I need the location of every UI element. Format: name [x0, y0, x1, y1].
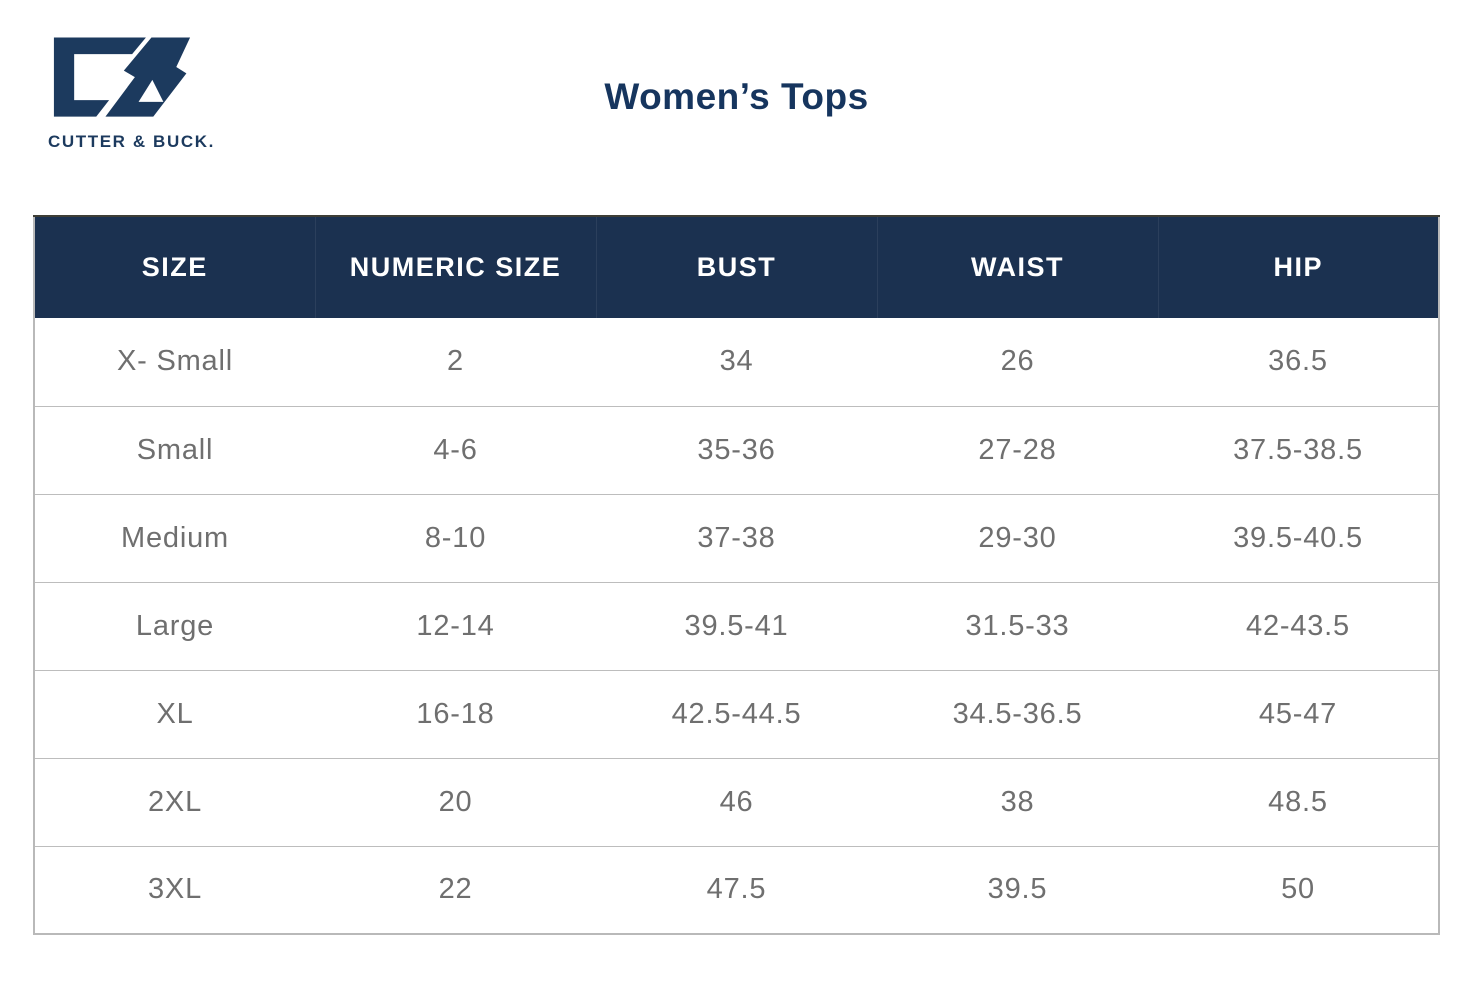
- cell-hip: 45-47: [1158, 670, 1439, 759]
- column-header-numeric-size: NUMERIC SIZE: [315, 215, 597, 318]
- cell-size: Medium: [34, 494, 315, 583]
- cell-size: XL: [34, 670, 315, 759]
- cell-size: Large: [34, 582, 315, 671]
- cell-waist: 26: [877, 318, 1158, 407]
- cell-size: Small: [34, 406, 315, 495]
- table-row-xsmall: X- Small 2 34 26 36.5: [34, 318, 1439, 407]
- cell-numeric-size: 4-6: [315, 406, 596, 495]
- cell-bust: 47.5: [596, 846, 877, 935]
- cell-hip: 39.5-40.5: [1158, 494, 1439, 583]
- cell-size: 2XL: [34, 758, 315, 847]
- cell-bust: 39.5-41: [596, 582, 877, 671]
- table-row-medium: Medium 8-10 37-38 29-30 39.5-40.5: [34, 494, 1439, 583]
- cell-size: X- Small: [34, 318, 315, 407]
- size-chart-table: SIZE NUMERIC SIZE BUST WAIST HIP X- Smal…: [33, 215, 1440, 935]
- table-body: X- Small 2 34 26 36.5 Small 4-6 35-36 27…: [34, 318, 1439, 935]
- cutter-buck-logo: CUTTER & BUCK.: [48, 32, 215, 152]
- cell-waist: 27-28: [877, 406, 1158, 495]
- cell-numeric-size: 20: [315, 758, 596, 847]
- table-row-small: Small 4-6 35-36 27-28 37.5-38.5: [34, 406, 1439, 495]
- header-row: SIZE NUMERIC SIZE BUST WAIST HIP: [34, 215, 1439, 318]
- cell-numeric-size: 12-14: [315, 582, 596, 671]
- cell-hip: 37.5-38.5: [1158, 406, 1439, 495]
- cell-bust: 34: [596, 318, 877, 407]
- brand-name: CUTTER & BUCK.: [48, 132, 215, 151]
- cell-hip: 48.5: [1158, 758, 1439, 847]
- cell-bust: 46: [596, 758, 877, 847]
- cell-numeric-size: 8-10: [315, 494, 596, 583]
- column-header-bust: BUST: [596, 215, 878, 318]
- cell-hip: 42-43.5: [1158, 582, 1439, 671]
- cell-numeric-size: 2: [315, 318, 596, 407]
- cell-hip: 50: [1158, 846, 1439, 935]
- cell-bust: 35-36: [596, 406, 877, 495]
- cell-waist: 29-30: [877, 494, 1158, 583]
- column-header-waist: WAIST: [877, 215, 1159, 318]
- size-chart-table-container: SIZE NUMERIC SIZE BUST WAIST HIP X- Smal…: [33, 215, 1440, 935]
- column-header-size: SIZE: [34, 215, 316, 318]
- table-row-large: Large 12-14 39.5-41 31.5-33 42-43.5: [34, 582, 1439, 671]
- table-row-2xl: 2XL 20 46 38 48.5: [34, 758, 1439, 847]
- column-header-hip: HIP: [1158, 215, 1439, 318]
- cell-waist: 34.5-36.5: [877, 670, 1158, 759]
- cell-numeric-size: 16-18: [315, 670, 596, 759]
- cell-waist: 38: [877, 758, 1158, 847]
- cell-bust: 37-38: [596, 494, 877, 583]
- page-title: Women’s Tops: [604, 76, 869, 117]
- cell-bust: 42.5-44.5: [596, 670, 877, 759]
- cell-waist: 31.5-33: [877, 582, 1158, 671]
- cell-hip: 36.5: [1158, 318, 1439, 407]
- table-row-3xl: 3XL 22 47.5 39.5 50: [34, 846, 1439, 935]
- cell-size: 3XL: [34, 846, 315, 935]
- cb-monogram-icon: [53, 37, 191, 117]
- cell-numeric-size: 22: [315, 846, 596, 935]
- cell-waist: 39.5: [877, 846, 1158, 935]
- table-row-xl: XL 16-18 42.5-44.5 34.5-36.5 45-47: [34, 670, 1439, 759]
- table-header: SIZE NUMERIC SIZE BUST WAIST HIP: [34, 215, 1439, 318]
